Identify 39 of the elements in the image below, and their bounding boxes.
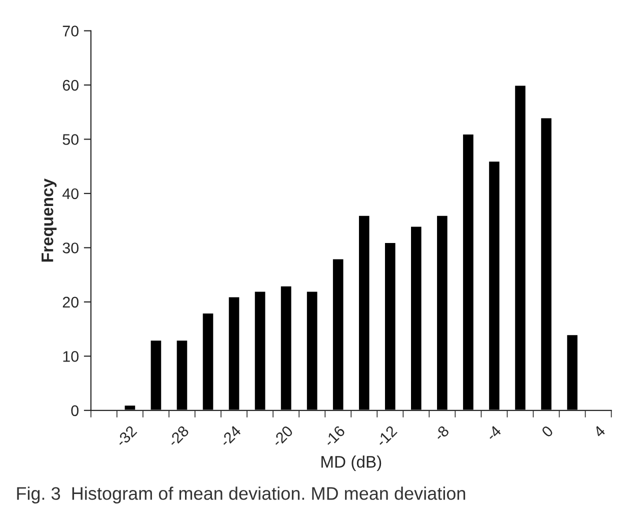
bar bbox=[306, 290, 319, 410]
x-tick-label: -28 bbox=[167, 425, 190, 448]
x-tick-label: 4 bbox=[592, 425, 606, 438]
x-tick-label: -4 bbox=[486, 425, 502, 442]
bar bbox=[175, 339, 189, 410]
bar bbox=[384, 242, 397, 410]
bar bbox=[540, 116, 553, 410]
bar bbox=[201, 312, 215, 410]
y-tick-label: 70 bbox=[62, 26, 79, 36]
bar bbox=[514, 84, 527, 410]
bar bbox=[227, 296, 241, 410]
x-tick-label: 0 bbox=[540, 424, 554, 438]
x-axis-title: MD (dB) bbox=[321, 456, 382, 472]
bar bbox=[410, 225, 423, 410]
bar bbox=[462, 133, 475, 410]
x-tick-label: -32 bbox=[115, 425, 138, 448]
x-tick-label: -24 bbox=[219, 424, 242, 448]
bar bbox=[566, 334, 579, 410]
bar bbox=[436, 214, 449, 410]
caption: Fig. 3 Histogram of mean deviation. MD mean deviation bbox=[17, 486, 466, 504]
bar bbox=[488, 160, 501, 410]
bar bbox=[358, 214, 371, 410]
bar bbox=[332, 258, 345, 410]
y-tick-label: 20 bbox=[62, 296, 79, 308]
y-tick-label: 10 bbox=[63, 351, 79, 362]
x-tick-label: -20 bbox=[271, 424, 294, 448]
x-tick-label: -8 bbox=[433, 425, 450, 442]
y-tick-label: 0 bbox=[71, 405, 79, 416]
x-tick-label: -16 bbox=[323, 425, 346, 448]
y-tick-label: 60 bbox=[62, 80, 79, 91]
y-tick-label: 50 bbox=[62, 134, 79, 145]
y-tick-label: 30 bbox=[62, 242, 79, 254]
bar bbox=[123, 404, 136, 410]
bar bbox=[149, 339, 163, 410]
bar bbox=[280, 284, 293, 410]
bar bbox=[254, 290, 267, 410]
x-tick-label: -12 bbox=[375, 425, 398, 448]
y-axis-title: Frequency bbox=[42, 178, 57, 262]
y-tick-label: 40 bbox=[62, 188, 79, 200]
